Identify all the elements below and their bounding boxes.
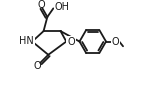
Text: HN: HN <box>19 36 34 46</box>
Text: O: O <box>37 0 45 10</box>
Text: O: O <box>67 37 75 47</box>
Text: O: O <box>34 61 41 71</box>
Text: O: O <box>112 37 119 47</box>
Text: OH: OH <box>54 2 69 12</box>
